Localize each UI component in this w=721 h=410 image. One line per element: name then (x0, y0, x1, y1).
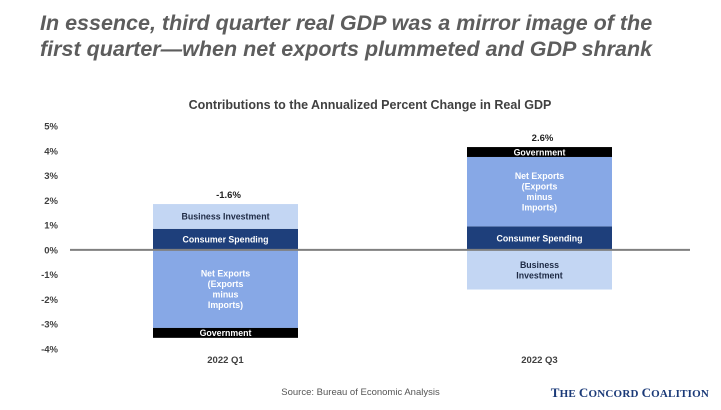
y-axis: 5% 4% 3% 2% 1% 0% -1% -2% -3% -4% (41, 122, 58, 356)
total-label: -1.6% (216, 190, 241, 201)
segment-label: Business Investment (182, 212, 270, 222)
bar-segment-government (467, 147, 612, 157)
bar-segment-business-investment (153, 204, 298, 229)
y-tick-label: -2% (41, 295, 58, 306)
bar-segment-business-investment (467, 249, 612, 290)
y-tick-label: 0% (44, 245, 58, 256)
chart-title: Contributions to the Annualized Percent … (189, 98, 552, 112)
y-tick-label: 4% (44, 146, 58, 157)
total-label: 2.6% (532, 133, 554, 144)
headline: In essence, third quarter real GDP was a… (40, 10, 710, 62)
x-tick-label: 2022 Q3 (521, 355, 557, 366)
segment-label: Consumer Spending (496, 233, 582, 243)
bar-segment-government (153, 327, 298, 338)
y-tick-label: 2% (44, 196, 58, 207)
segment-label: Government (200, 328, 252, 338)
x-axis: 2022 Q1 2022 Q3 (207, 355, 557, 366)
bar-segment-consumer-spending (153, 228, 298, 250)
bar-segment-consumer-spending (467, 226, 612, 250)
y-tick-label: -1% (41, 270, 58, 281)
segment-label: Net Exports (Exports minus Imports) (201, 268, 250, 310)
headline-line-1: In essence, third quarter real GDP was a… (40, 11, 653, 35)
bar-segment-net-exports (153, 249, 298, 328)
segment-label: Net Exports (Exports minus Imports) (515, 171, 564, 213)
y-tick-label: -4% (41, 345, 58, 356)
source-note: Source: Bureau of Economic Analysis (281, 387, 440, 398)
y-tick-label: 1% (44, 221, 58, 232)
y-tick-label: -3% (41, 320, 58, 331)
y-tick-label: 5% (44, 122, 58, 133)
headline-line-2: first quarter—when net exports plummeted… (40, 37, 653, 61)
bars: Consumer Spending Business Investment Net … (70, 133, 690, 338)
concord-coalition-logo: THE CONCORD COALITION (550, 385, 709, 400)
bar-segment-net-exports (467, 156, 612, 227)
segment-label: Government (514, 147, 566, 157)
y-tick-label: 3% (44, 171, 58, 182)
segment-label: Consumer Spending (182, 235, 268, 245)
x-tick-label: 2022 Q1 (207, 355, 244, 366)
segment-label: Business Investment (516, 260, 563, 281)
